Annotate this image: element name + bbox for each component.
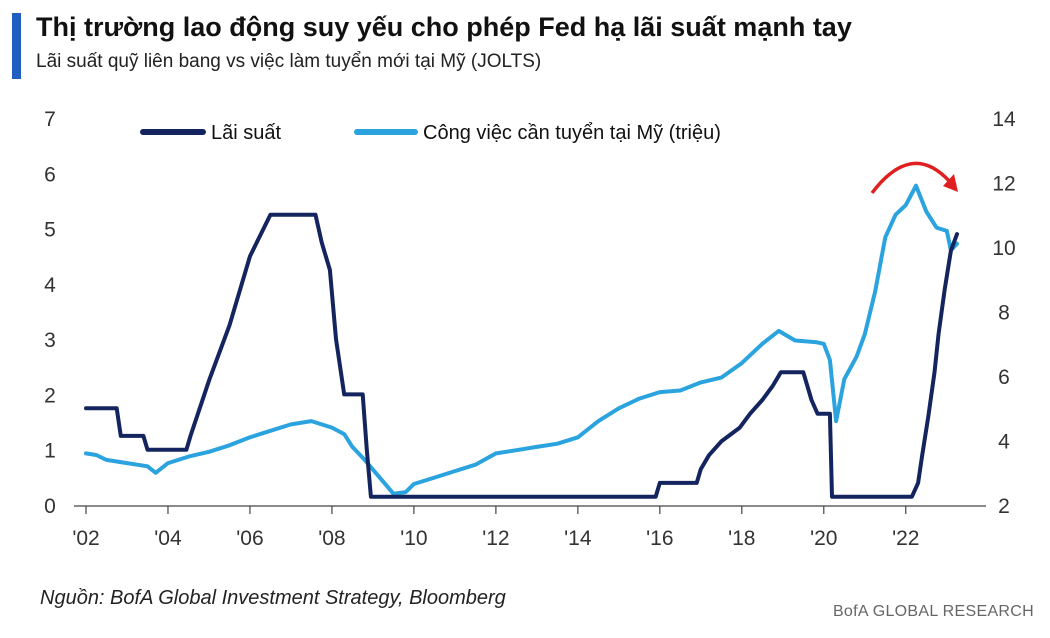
legend-label-rate: Lãi suất: [211, 122, 281, 144]
trend-arrow-icon: [870, 161, 958, 195]
x-tick-label-7: '16: [646, 527, 673, 550]
right-axis-tick-3: 8: [998, 302, 1010, 325]
title-accent-bar: [12, 13, 21, 79]
x-tick-label-8: '18: [728, 527, 755, 550]
brand-label: BofA GLOBAL RESEARCH: [832, 603, 1034, 620]
x-tick-label-10: '22: [892, 527, 919, 550]
series-line-job-openings: [84, 183, 959, 496]
legend-label-job-openings: Công việc cần tuyển tại Mỹ (triệu): [423, 122, 721, 144]
series-line-rate: [84, 212, 959, 499]
source-note: Nguồn: BofA Global Investment Strategy, …: [40, 587, 506, 609]
legend: Lãi suất Công việc cần tuyển tại Mỹ (tri…: [140, 122, 721, 144]
x-tick-label-1: '04: [154, 527, 182, 550]
x-tick-label-2: '06: [236, 527, 263, 550]
chart-title: Thị trường lao động suy yếu cho phép Fed…: [36, 12, 852, 42]
left-axis-tick-6: 6: [44, 163, 56, 186]
right-axis-tick-0: 2: [998, 495, 1010, 518]
x-tick-label-0: '02: [72, 527, 99, 550]
x-tick-label-3: '08: [318, 527, 345, 550]
right-axis-ticks: 2 4 6 8 10 12 14: [992, 108, 1016, 518]
series-lines: [84, 183, 959, 499]
x-tick-label-5: '12: [482, 527, 509, 550]
left-axis-tick-0: 0: [44, 495, 56, 518]
right-axis-tick-2: 6: [998, 366, 1010, 389]
chart-subtitle: Lãi suất quỹ liên bang vs việc làm tuyển…: [36, 51, 542, 72]
right-axis-tick-6: 14: [992, 108, 1016, 131]
x-tick-label-9: '20: [810, 527, 837, 550]
right-axis-tick-4: 10: [992, 237, 1015, 260]
left-axis-tick-2: 2: [44, 384, 56, 407]
right-axis-tick-5: 12: [992, 173, 1015, 196]
left-axis-tick-5: 5: [44, 219, 56, 242]
x-tick-label-4: '10: [400, 527, 427, 550]
right-axis-tick-1: 4: [998, 431, 1010, 454]
x-tick-label-6: '14: [564, 527, 592, 550]
left-axis-tick-1: 1: [44, 440, 56, 463]
left-axis-tick-3: 3: [44, 329, 56, 352]
left-axis-ticks: 0 1 2 3 4 5 6 7: [44, 108, 56, 518]
left-axis-tick-4: 4: [44, 274, 56, 297]
x-axis-ticks: '02 '04 '06 '08 '10 '12 '14 '16 '18 '20 '22: [72, 506, 919, 550]
left-axis-tick-7: 7: [44, 108, 56, 131]
